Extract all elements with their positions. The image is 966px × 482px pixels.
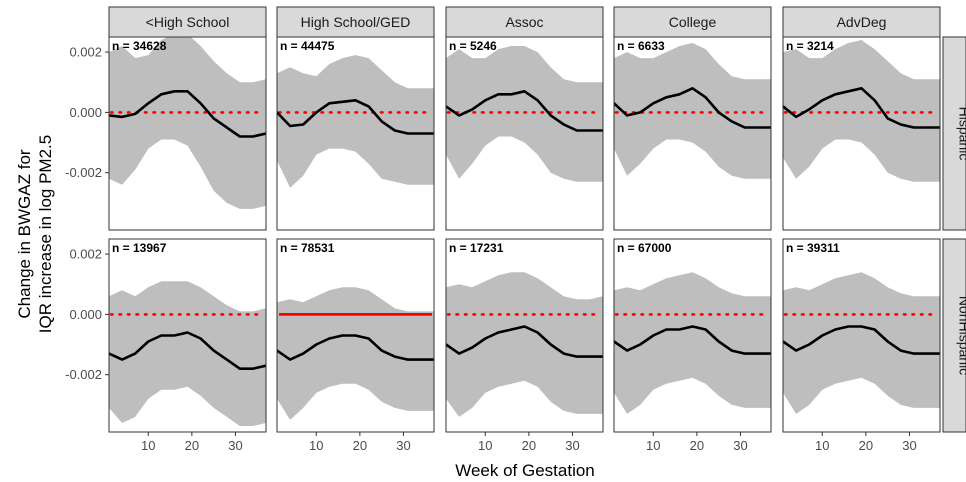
confidence-band	[109, 281, 266, 426]
confidence-band	[446, 272, 603, 417]
estimate-line	[446, 325, 603, 358]
sample-size-label: n = 39311	[786, 241, 840, 255]
sample-size-label: n = 17231	[449, 241, 504, 255]
confidence-band	[783, 40, 940, 182]
y-tick-label: 0.000	[69, 105, 102, 120]
chart-panels: n = 34628 n = 44475 n = 5246 n = 6633 n = 32…	[108, 36, 941, 433]
x-tick-label: 10	[141, 438, 155, 453]
x-tick-label: 30	[228, 438, 242, 453]
estimate-line	[783, 87, 940, 129]
strip-college: College	[613, 6, 772, 38]
estimate-line	[277, 99, 434, 135]
confidence-band	[614, 272, 771, 414]
panel-nonhispanic-advdeg: n = 39311	[782, 238, 941, 433]
x-tick-label: 30	[565, 438, 579, 453]
estimate-line	[446, 90, 603, 132]
confidence-band	[277, 55, 434, 188]
sample-size-label: n = 6633	[617, 39, 665, 53]
panel-nonhispanic-high-school-ged: n = 78531	[276, 238, 435, 433]
panel-hispanic-assoc: n = 5246	[445, 36, 604, 231]
x-tick-label: 30	[396, 438, 410, 453]
sample-size-label: n = 67000	[617, 241, 672, 255]
x-axes: 10 20 30 10 20 30 10 20 30 10 20 30 10 20 30	[141, 432, 917, 453]
panel-hispanic-advdeg: n = 3214	[782, 36, 941, 231]
estimate-line	[614, 325, 771, 355]
y-tick-label: -0.002	[65, 165, 102, 180]
x-tick-label: 10	[815, 438, 829, 453]
strip-nonhispanic: NonHispanic	[942, 238, 966, 433]
panel-nonhispanic-high-school: n = 13967	[108, 238, 267, 433]
estimate-line	[614, 87, 771, 129]
panel-nonhispanic-college: n = 67000	[613, 238, 772, 433]
y-tick-label: -0.002	[65, 367, 102, 382]
confidence-band	[614, 43, 771, 179]
x-tick-label: 20	[353, 438, 367, 453]
strip-label: Hispanic	[957, 107, 966, 161]
x-tick-label: 20	[690, 438, 704, 453]
x-tick-label: 10	[646, 438, 660, 453]
sample-size-label: n = 44475	[280, 39, 335, 53]
strip-assoc: Assoc	[445, 6, 604, 38]
y-tick-label: 0.000	[69, 307, 102, 322]
estimate-line	[109, 90, 266, 138]
sample-size-label: n = 34628	[112, 39, 167, 53]
estimate-line	[783, 325, 940, 355]
strip-label: College	[669, 14, 717, 30]
x-tick-label: 10	[478, 438, 492, 453]
y-axis-title-line: IQR increase in log PM2.5	[36, 135, 55, 333]
x-tick-label: 20	[522, 438, 536, 453]
confidence-band	[277, 287, 434, 420]
sample-size-label: n = 3214	[786, 39, 834, 53]
x-tick-label: 20	[185, 438, 199, 453]
column-strips: <High School High School/GED Assoc College A…	[108, 6, 941, 38]
sample-size-label: n = 5246	[449, 39, 497, 53]
x-tick-label: 10	[309, 438, 323, 453]
strip-label: AdvDeg	[837, 14, 887, 30]
estimate-line	[277, 334, 434, 361]
confidence-band	[446, 46, 603, 182]
strip-label: Assoc	[505, 14, 543, 30]
estimate-line	[109, 331, 266, 370]
strip-label: <High School	[146, 14, 230, 30]
y-axis-title-line: Change in BWGAZ for	[15, 149, 34, 318]
panel-hispanic-high-school: n = 34628	[108, 36, 267, 231]
strip-high-school: <High School	[108, 6, 267, 38]
strip-high-school-ged: High School/GED	[276, 6, 435, 38]
confidence-band	[783, 272, 940, 414]
x-axis-title: Week of Gestation	[455, 461, 595, 480]
sample-size-label: n = 78531	[280, 241, 335, 255]
y-tick-label: 0.002	[69, 45, 102, 60]
strip-label: High School/GED	[301, 14, 411, 30]
x-tick-label: 20	[859, 438, 873, 453]
strip-hispanic: Hispanic	[942, 36, 966, 231]
sample-size-label: n = 13967	[112, 241, 167, 255]
strip-label: NonHispanic	[957, 296, 966, 375]
confidence-band	[109, 37, 266, 209]
x-tick-label: 30	[902, 438, 916, 453]
y-axis-title: Change in BWGAZ for IQR increase in log P…	[15, 135, 55, 333]
panel-nonhispanic-assoc: n = 17231	[445, 238, 604, 433]
y-axes: 0.002 0.000 -0.002 0.002 0.000 -0.002	[65, 45, 109, 382]
y-tick-label: 0.002	[69, 247, 102, 262]
panel-hispanic-high-school-ged: n = 44475	[276, 36, 435, 231]
strip-advdeg: AdvDeg	[782, 6, 941, 38]
panel-hispanic-college: n = 6633	[613, 36, 772, 231]
x-tick-label: 30	[733, 438, 747, 453]
row-strips: Hispanic NonHispanic	[942, 36, 966, 433]
